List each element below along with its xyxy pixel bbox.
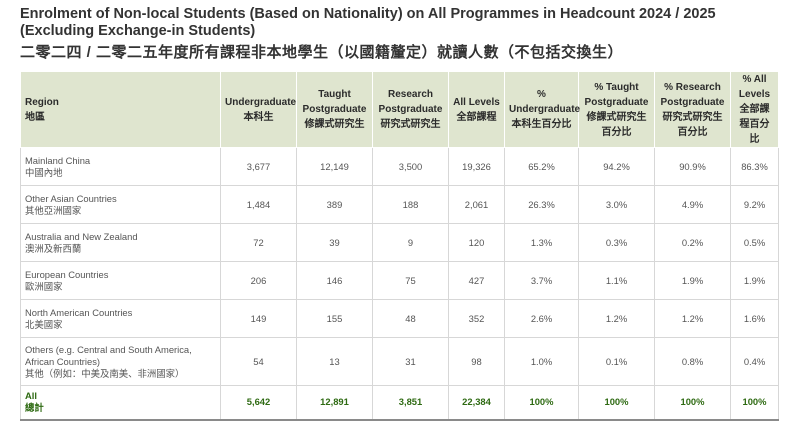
column-header-region: Region 地區	[20, 71, 221, 148]
table-row: Other Asian Countries 其他亞洲國家 1,484 389 18…	[20, 185, 779, 224]
column-header-pct-research-postgraduate: % Research Postgraduate 研究式研究生百分比	[654, 71, 731, 148]
total-taught-postgraduate-cell: 12,891	[296, 385, 373, 421]
taught-postgraduate-cell: 13	[296, 337, 373, 386]
all-levels-cell: 98	[448, 337, 505, 386]
undergraduate-cell: 72	[220, 223, 297, 262]
region-cell: Others (e.g. Central and South America, …	[20, 337, 221, 386]
pct-all-levels-cell: 0.5%	[730, 223, 779, 262]
pct-undergraduate-cell: 26.3%	[504, 185, 579, 224]
page-title-chinese: 二零二四 / 二零二五年度所有課程非本地學生（以國籍釐定）就讀人數（不包括交換生…	[20, 44, 624, 61]
pct-all-levels-cell: 1.6%	[730, 299, 779, 338]
undergraduate-cell: 54	[220, 337, 297, 386]
table-row: Others (e.g. Central and South America, …	[20, 337, 779, 386]
all-levels-cell: 427	[448, 261, 505, 300]
pct-research-postgraduate-cell: 1.9%	[654, 261, 731, 300]
taught-postgraduate-cell: 146	[296, 261, 373, 300]
research-postgraduate-cell: 48	[372, 299, 449, 338]
total-pct-all-levels-cell: 100%	[730, 385, 779, 421]
taught-postgraduate-cell: 389	[296, 185, 373, 224]
taught-postgraduate-cell: 155	[296, 299, 373, 338]
column-header-pct-all-levels: % All Levels 全部課程百分比	[730, 71, 779, 148]
region-cell: North American Countries 北美國家	[20, 299, 221, 338]
pct-taught-postgraduate-cell: 1.2%	[578, 299, 655, 338]
all-levels-cell: 2,061	[448, 185, 505, 224]
undergraduate-cell: 1,484	[220, 185, 297, 224]
research-postgraduate-cell: 188	[372, 185, 449, 224]
pct-research-postgraduate-cell: 4.9%	[654, 185, 731, 224]
column-header-taught-postgraduate: Taught Postgraduate 修課式研究生	[296, 71, 373, 148]
column-header-all-levels: All Levels 全部課程	[448, 71, 505, 148]
total-pct-taught-postgraduate-cell: 100%	[578, 385, 655, 421]
all-levels-cell: 120	[448, 223, 505, 262]
region-cell: European Countries 歐洲國家	[20, 261, 221, 300]
table-row: Australia and New Zealand 澳洲及新西蘭 72 39 9 …	[20, 223, 779, 262]
pct-taught-postgraduate-cell: 0.1%	[578, 337, 655, 386]
pct-all-levels-cell: 9.2%	[730, 185, 779, 224]
table-row: Mainland China 中國內地 3,677 12,149 3,500 19…	[20, 147, 779, 186]
undergraduate-cell: 149	[220, 299, 297, 338]
total-research-postgraduate-cell: 3,851	[372, 385, 449, 421]
taught-postgraduate-cell: 39	[296, 223, 373, 262]
total-all-levels-cell: 22,384	[448, 385, 505, 421]
total-undergraduate-cell: 5,642	[220, 385, 297, 421]
column-header-undergraduate: Undergraduate 本科生	[220, 71, 297, 148]
pct-research-postgraduate-cell: 90.9%	[654, 147, 731, 186]
pct-taught-postgraduate-cell: 0.3%	[578, 223, 655, 262]
column-header-pct-undergraduate: % Undergraduate 本科生百分比	[504, 71, 580, 148]
pct-taught-postgraduate-cell: 3.0%	[578, 185, 655, 224]
pct-undergraduate-cell: 65.2%	[504, 147, 579, 186]
pct-all-levels-cell: 0.4%	[730, 337, 779, 386]
table-total-row: All 總計 5,642 12,891 3,851 22,384 100% 100…	[20, 385, 779, 421]
region-cell: Other Asian Countries 其他亞洲國家	[20, 185, 221, 224]
research-postgraduate-cell: 75	[372, 261, 449, 300]
table-row: European Countries 歐洲國家 206 146 75 427 3.…	[20, 261, 779, 300]
column-header-pct-taught-postgraduate: % Taught Postgraduate 修課式研究生百分比	[578, 71, 655, 148]
undergraduate-cell: 3,677	[220, 147, 297, 186]
table-header-row: Region 地區 Undergraduate 本科生 Taught Postgra…	[20, 71, 779, 148]
table-row: North American Countries 北美國家 149 155 48 …	[20, 299, 779, 338]
region-cell: Mainland China 中國內地	[20, 147, 221, 186]
column-header-research-postgraduate: Research Postgraduate 研究式研究生	[372, 71, 449, 148]
enrolment-table: Region 地區 Undergraduate 本科生 Taught Postgra…	[20, 71, 779, 421]
all-levels-cell: 352	[448, 299, 505, 338]
pct-undergraduate-cell: 1.3%	[504, 223, 579, 262]
total-pct-research-postgraduate-cell: 100%	[654, 385, 731, 421]
pct-undergraduate-cell: 2.6%	[504, 299, 579, 338]
research-postgraduate-cell: 3,500	[372, 147, 449, 186]
pct-taught-postgraduate-cell: 1.1%	[578, 261, 655, 300]
total-pct-undergraduate-cell: 100%	[504, 385, 579, 421]
pct-all-levels-cell: 1.9%	[730, 261, 779, 300]
undergraduate-cell: 206	[220, 261, 297, 300]
region-cell: Australia and New Zealand 澳洲及新西蘭	[20, 223, 221, 262]
page-title-english: Enrolment of Non-local Students (Based o…	[20, 6, 716, 39]
pct-undergraduate-cell: 1.0%	[504, 337, 579, 386]
pct-research-postgraduate-cell: 0.8%	[654, 337, 731, 386]
total-region-cell: All 總計	[20, 385, 221, 421]
all-levels-cell: 19,326	[448, 147, 505, 186]
pct-undergraduate-cell: 3.7%	[504, 261, 579, 300]
research-postgraduate-cell: 31	[372, 337, 449, 386]
taught-postgraduate-cell: 12,149	[296, 147, 373, 186]
pct-taught-postgraduate-cell: 94.2%	[578, 147, 655, 186]
pct-all-levels-cell: 86.3%	[730, 147, 779, 186]
pct-research-postgraduate-cell: 1.2%	[654, 299, 731, 338]
pct-research-postgraduate-cell: 0.2%	[654, 223, 731, 262]
research-postgraduate-cell: 9	[372, 223, 449, 262]
